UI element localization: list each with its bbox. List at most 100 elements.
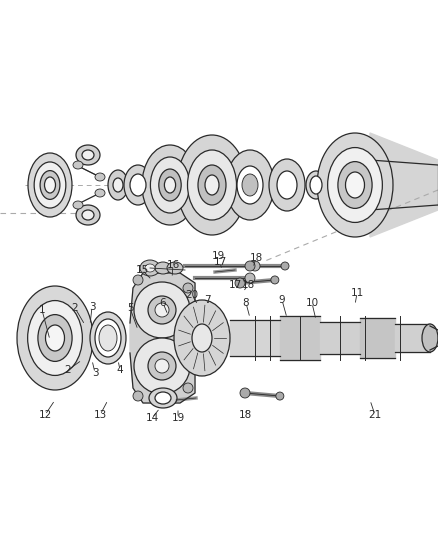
Text: 9: 9 — [279, 295, 285, 305]
Ellipse shape — [269, 159, 305, 211]
Ellipse shape — [28, 153, 72, 217]
Ellipse shape — [277, 171, 297, 199]
Ellipse shape — [155, 392, 171, 404]
Ellipse shape — [124, 165, 152, 205]
Ellipse shape — [149, 388, 177, 408]
Text: 10: 10 — [305, 298, 318, 308]
Text: 3: 3 — [88, 302, 95, 312]
Ellipse shape — [205, 175, 219, 195]
Text: 19: 19 — [171, 413, 185, 423]
Ellipse shape — [73, 161, 83, 169]
Text: 7: 7 — [204, 295, 210, 305]
Text: 18: 18 — [241, 280, 254, 290]
Ellipse shape — [46, 325, 64, 351]
Ellipse shape — [148, 296, 176, 324]
Ellipse shape — [155, 303, 169, 317]
Text: 13: 13 — [93, 410, 106, 420]
Text: 12: 12 — [39, 410, 52, 420]
Text: 21: 21 — [368, 410, 381, 420]
Text: 17: 17 — [228, 280, 242, 290]
Ellipse shape — [276, 392, 284, 400]
Ellipse shape — [34, 162, 66, 208]
Ellipse shape — [145, 264, 155, 272]
Text: 5: 5 — [127, 303, 133, 313]
Text: 4: 4 — [117, 365, 124, 375]
Text: 2: 2 — [72, 303, 78, 313]
Ellipse shape — [148, 352, 176, 380]
Ellipse shape — [177, 135, 247, 235]
Ellipse shape — [142, 145, 198, 225]
Ellipse shape — [82, 150, 94, 160]
Ellipse shape — [226, 150, 274, 220]
Ellipse shape — [155, 262, 171, 274]
Ellipse shape — [90, 312, 126, 364]
Ellipse shape — [164, 177, 176, 193]
Text: 11: 11 — [350, 288, 364, 298]
Ellipse shape — [45, 177, 56, 193]
Ellipse shape — [140, 260, 160, 276]
Text: 1: 1 — [39, 305, 45, 315]
Polygon shape — [360, 318, 395, 358]
Polygon shape — [395, 324, 430, 352]
Ellipse shape — [271, 276, 279, 284]
Ellipse shape — [245, 273, 255, 283]
Ellipse shape — [192, 324, 212, 352]
Text: 18: 18 — [249, 253, 263, 263]
Polygon shape — [320, 322, 360, 354]
Ellipse shape — [150, 157, 190, 213]
Ellipse shape — [130, 174, 146, 196]
Polygon shape — [370, 133, 438, 237]
Ellipse shape — [82, 210, 94, 220]
Ellipse shape — [76, 145, 100, 165]
Ellipse shape — [250, 261, 260, 271]
Ellipse shape — [95, 173, 105, 181]
Text: 2: 2 — [65, 365, 71, 375]
Ellipse shape — [133, 275, 143, 285]
Polygon shape — [280, 316, 320, 360]
Ellipse shape — [76, 205, 100, 225]
Ellipse shape — [159, 169, 181, 201]
Ellipse shape — [183, 383, 193, 393]
Text: 15: 15 — [135, 265, 148, 275]
Ellipse shape — [183, 283, 193, 293]
Ellipse shape — [187, 150, 237, 220]
Ellipse shape — [134, 282, 190, 338]
Ellipse shape — [95, 189, 105, 197]
Text: 3: 3 — [92, 368, 98, 378]
Text: 17: 17 — [213, 257, 226, 267]
Ellipse shape — [235, 278, 245, 288]
Text: 19: 19 — [212, 251, 225, 261]
Ellipse shape — [28, 301, 82, 375]
Text: 8: 8 — [243, 298, 249, 308]
Polygon shape — [130, 273, 195, 403]
Ellipse shape — [310, 176, 322, 194]
Ellipse shape — [134, 338, 190, 394]
Ellipse shape — [95, 319, 121, 357]
Ellipse shape — [133, 391, 143, 401]
Text: 18: 18 — [238, 410, 251, 420]
Ellipse shape — [328, 148, 382, 222]
Ellipse shape — [422, 324, 438, 352]
Ellipse shape — [167, 262, 183, 274]
Ellipse shape — [242, 174, 258, 196]
Ellipse shape — [338, 161, 372, 208]
Ellipse shape — [237, 166, 263, 204]
Ellipse shape — [306, 171, 326, 199]
Ellipse shape — [99, 325, 117, 351]
Ellipse shape — [245, 261, 255, 271]
Ellipse shape — [317, 133, 393, 237]
Ellipse shape — [108, 170, 128, 200]
Ellipse shape — [155, 359, 169, 373]
Polygon shape — [230, 320, 280, 356]
Ellipse shape — [240, 388, 250, 398]
Ellipse shape — [113, 178, 123, 192]
Ellipse shape — [346, 172, 364, 198]
Ellipse shape — [17, 286, 93, 390]
Text: 20: 20 — [185, 290, 198, 300]
Ellipse shape — [40, 171, 60, 199]
Ellipse shape — [38, 314, 72, 361]
Text: 14: 14 — [145, 413, 159, 423]
Ellipse shape — [198, 165, 226, 205]
Ellipse shape — [174, 300, 230, 376]
Ellipse shape — [281, 262, 289, 270]
